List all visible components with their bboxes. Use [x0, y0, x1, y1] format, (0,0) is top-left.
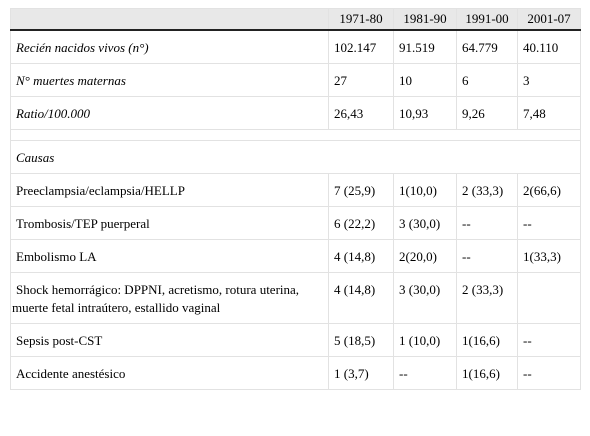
table-body: Recién nacidos vivos (n°) 102.147 91.519 64… [10, 29, 581, 390]
cell: -- [456, 239, 518, 273]
cell: 2 (33,3) [456, 272, 518, 324]
table-row: Embolismo LA 4 (14,8) 2(20,0) -- 1(33,3) [10, 239, 581, 273]
header-row: 1971-80 1981-90 1991-00 2001-07 [10, 8, 581, 31]
table-row: Sepsis post-CST 5 (18,5) 1 (10,0) 1(16,6) -- [10, 323, 581, 357]
row-label: Embolismo LA [10, 239, 329, 273]
cell: 1 (3,7) [328, 356, 394, 390]
row-label: Trombosis/TEP puerperal [10, 206, 329, 240]
cell: 40.110 [517, 29, 581, 64]
cell: 64.779 [456, 29, 518, 64]
cell: 9,26 [456, 96, 518, 130]
cell [10, 129, 581, 141]
cell: 7,48 [517, 96, 581, 130]
row-label: Accidente anestésico [10, 356, 329, 390]
cell: -- [517, 323, 581, 357]
row-label: N° muertes maternas [10, 63, 329, 97]
cell: 2(20,0) [393, 239, 457, 273]
cell: 1 (10,0) [393, 323, 457, 357]
row-label: Shock hemorrágico: DPPNI, acretismo, rot… [10, 272, 329, 324]
cell: -- [456, 206, 518, 240]
table-row: Ratio/100.000 26,43 10,93 9,26 7,48 [10, 96, 581, 130]
column-header: 1971-80 [328, 8, 394, 31]
cell: 3 [517, 63, 581, 97]
row-label: Recién nacidos vivos (n°) [10, 29, 329, 64]
cell: 102.147 [328, 29, 394, 64]
cell: 2(66,6) [517, 173, 581, 207]
cell [517, 272, 581, 324]
table-header: 1971-80 1981-90 1991-00 2001-07 [10, 8, 581, 31]
header-cell [10, 8, 329, 31]
cell: 1(33,3) [517, 239, 581, 273]
row-label: Sepsis post-CST [10, 323, 329, 357]
cell: 1(16,6) [456, 356, 518, 390]
section-title: Causas [10, 140, 581, 174]
cell: 5 (18,5) [328, 323, 394, 357]
cell: 91.519 [393, 29, 457, 64]
cell: 3 (30,0) [393, 272, 457, 324]
cell: 1(10,0) [393, 173, 457, 207]
cell: -- [393, 356, 457, 390]
cell: 7 (25,9) [328, 173, 394, 207]
column-header: 1991-00 [456, 8, 518, 31]
row-label: Ratio/100.000 [10, 96, 329, 130]
cell: 26,43 [328, 96, 394, 130]
column-header: 2001-07 [517, 8, 581, 31]
cell: 10,93 [393, 96, 457, 130]
column-header: 1981-90 [393, 8, 457, 31]
cell: 3 (30,0) [393, 206, 457, 240]
section-row: Causas [10, 140, 581, 174]
cell: 27 [328, 63, 394, 97]
cell: 6 (22,2) [328, 206, 394, 240]
cell: 6 [456, 63, 518, 97]
cell: -- [517, 356, 581, 390]
data-table: 1971-80 1981-90 1991-00 2001-07 Recién naci… [10, 8, 581, 390]
table-row: Preeclampsia/eclampsia/HELLP 7 (25,9) 1(10… [10, 173, 581, 207]
cell: 2 (33,3) [456, 173, 518, 207]
row-label: Preeclampsia/eclampsia/HELLP [10, 173, 329, 207]
cell: 4 (14,8) [328, 272, 394, 324]
table-row: Shock hemorrágico: DPPNI, acretismo, rot… [10, 272, 581, 324]
cell: -- [517, 206, 581, 240]
table-row: Trombosis/TEP puerperal 6 (22,2) 3 (30,0) -… [10, 206, 581, 240]
cell: 1(16,6) [456, 323, 518, 357]
cell: 4 (14,8) [328, 239, 394, 273]
cell: 10 [393, 63, 457, 97]
table-row: N° muertes maternas 27 10 6 3 [10, 63, 581, 97]
table-row: Recién nacidos vivos (n°) 102.147 91.519 64… [10, 29, 581, 64]
table-row: Accidente anestésico 1 (3,7) -- 1(16,6) -- [10, 356, 581, 390]
spacer-row [10, 129, 581, 141]
